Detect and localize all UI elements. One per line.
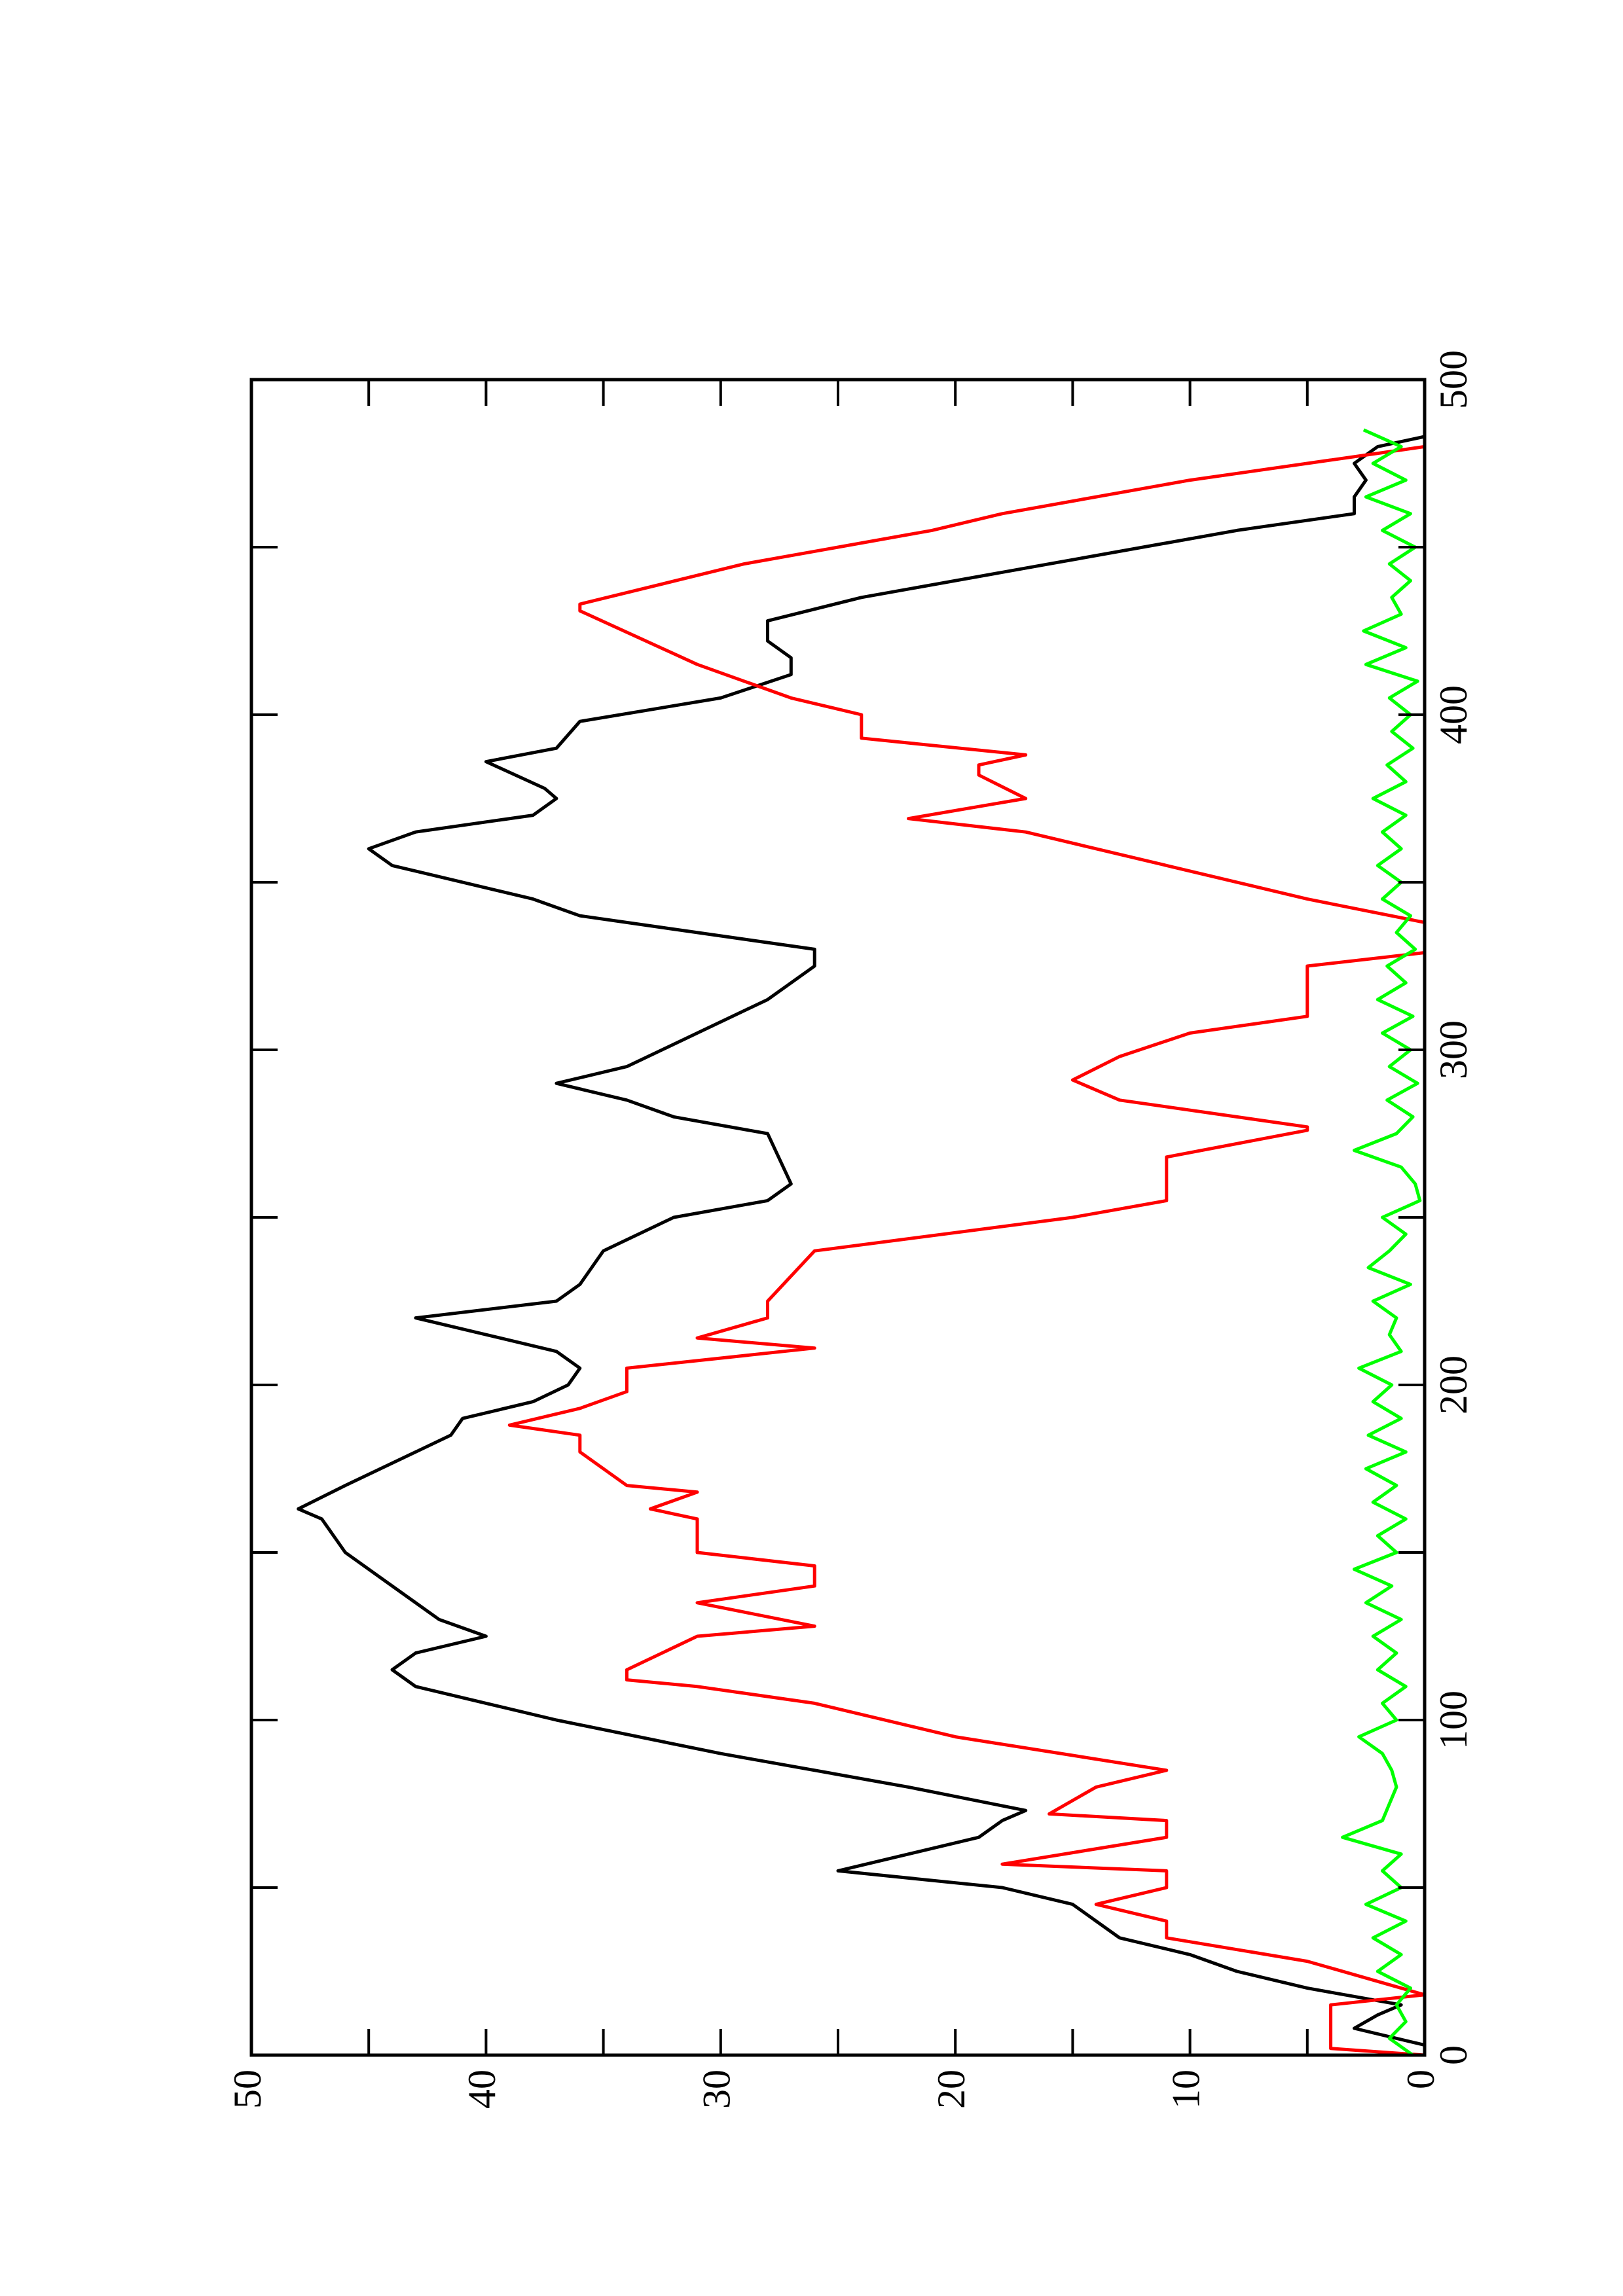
y-tick-label: 50 bbox=[226, 2070, 269, 2109]
y-tick-label: 0 bbox=[1399, 2070, 1442, 2089]
y-tick-label: 30 bbox=[695, 2070, 739, 2109]
data-line bbox=[1341, 428, 1422, 2057]
data-line bbox=[507, 444, 1427, 2057]
plot-frame bbox=[249, 378, 1427, 2057]
x-tick-label: 0 bbox=[1432, 2045, 1475, 2065]
x-tick-label: 400 bbox=[1432, 685, 1475, 744]
plot-area: 0 100 200 300 400 500 0 10 20 30 40 50 bbox=[226, 350, 1475, 2109]
x-tick-label: 500 bbox=[1432, 350, 1475, 409]
y-tick-label: 10 bbox=[1164, 2070, 1207, 2109]
x-tick-label: 200 bbox=[1432, 1355, 1475, 1414]
y-tick-label: 40 bbox=[460, 2070, 503, 2109]
x-tick-label: 100 bbox=[1432, 1691, 1475, 1749]
y-tick-label: 20 bbox=[930, 2070, 973, 2109]
data-line bbox=[297, 435, 1425, 2047]
x-tick-label: 300 bbox=[1432, 1020, 1475, 1079]
